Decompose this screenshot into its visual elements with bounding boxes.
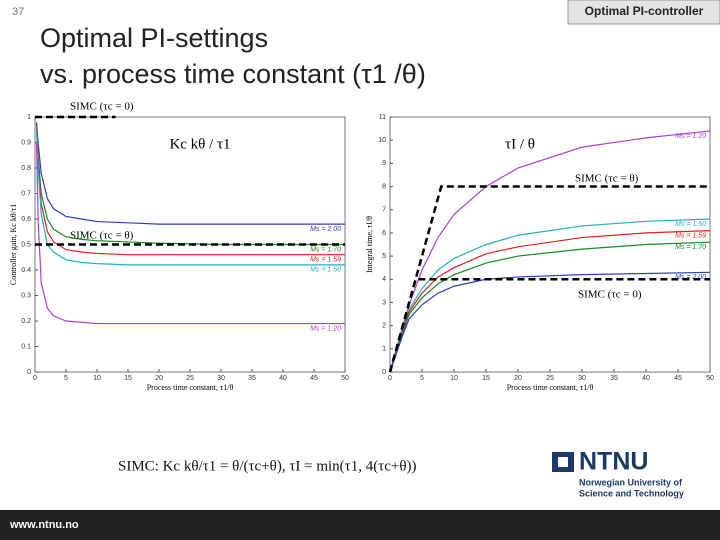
x-tick-label: 40: [279, 375, 287, 382]
x-tick-label: 10: [93, 375, 101, 382]
annotation: τI / θ: [505, 136, 535, 152]
x-tick-label: 35: [248, 375, 256, 382]
y-tick-label: 0.8: [21, 165, 31, 172]
y-tick-label: 7: [382, 207, 386, 214]
line-label: SIMC (τc = 0): [578, 289, 642, 301]
y-tick-label: 2: [382, 322, 386, 329]
slide-number: 37: [12, 6, 24, 18]
series-line: [35, 122, 345, 225]
series-line: [388, 278, 710, 373]
y-tick-label: 11: [379, 114, 386, 121]
series-line: [389, 271, 711, 373]
x-tick-label: 40: [642, 375, 650, 382]
x-tick-label: 45: [674, 375, 682, 382]
line-label: SIMC (τc = 0): [70, 101, 134, 113]
line-label: Ms = 1.50: [675, 221, 706, 228]
x-tick-label: 5: [420, 375, 424, 382]
y-tick-label: 0: [382, 369, 386, 376]
line-label: Ms = 2.00: [675, 274, 706, 281]
series-line: [35, 127, 345, 256]
x-tick-label: 15: [482, 375, 490, 382]
y-tick-label: 0.2: [21, 318, 31, 325]
y-tick-label: 4: [382, 276, 386, 283]
x-tick-label: 25: [546, 375, 554, 382]
x-tick-label: 5: [64, 375, 68, 382]
line-label: Ms = 1.70: [675, 244, 706, 251]
y-tick-label: 0.5: [21, 241, 31, 248]
y-tick-label: 0.6: [21, 216, 31, 223]
title-line: Optimal PI-settings: [40, 23, 268, 53]
header-box: [567, 0, 720, 25]
y-tick-label: 6: [382, 230, 386, 237]
series-line: [389, 229, 711, 373]
x-tick-label: 50: [341, 375, 349, 382]
logo-subtitle: Science and Technology: [579, 488, 684, 498]
y-tick-label: 5: [382, 253, 386, 260]
x-axis-label: Process time constant, τ1/θ: [507, 383, 594, 392]
logo: NTNU: [579, 448, 648, 476]
formula: SIMC: Kc kθ/τ1 = θ/(τc+θ), τI = min(τ1, …: [118, 458, 417, 474]
y-tick-label: 1: [382, 346, 386, 353]
x-tick-label: 20: [514, 375, 522, 382]
y-tick-label: 0.1: [21, 343, 31, 350]
footer-bar: [0, 510, 720, 540]
line-label: Ms = 1.59: [310, 257, 341, 264]
series-line: [388, 185, 710, 373]
y-tick-label: 0: [27, 369, 31, 376]
series-line: [389, 241, 711, 373]
x-tick-label: 0: [388, 375, 392, 382]
y-tick-label: 0.9: [21, 139, 31, 146]
line-label: Ms = 1.20: [675, 133, 706, 140]
annotation: Kc kθ / τ1: [169, 136, 230, 152]
header: Optimal PI-controller: [585, 4, 704, 18]
series-line: [35, 129, 345, 266]
x-tick-label: 20: [155, 375, 163, 382]
y-tick-label: 9: [382, 160, 386, 167]
y-axis-label: Controller gain, Kc kθ/τ1: [9, 204, 18, 285]
x-tick-label: 35: [610, 375, 618, 382]
y-tick-label: 8: [382, 183, 386, 190]
y-tick-label: 10: [378, 137, 386, 144]
x-tick-label: 30: [578, 375, 586, 382]
series-line: [35, 124, 345, 246]
x-axis-label: Process time constant, τ1/θ: [147, 383, 234, 392]
x-tick-label: 15: [124, 375, 132, 382]
y-tick-label: 0.4: [21, 267, 31, 274]
x-tick-label: 25: [186, 375, 194, 382]
y-tick-label: 3: [382, 299, 386, 306]
line-label: Ms = 1.20: [310, 325, 341, 332]
series-line: [389, 130, 711, 373]
line-label: Ms = 1.50: [310, 267, 341, 274]
line-label: Ms = 1.59: [675, 232, 706, 239]
logo-mark-inner: [558, 457, 568, 467]
y-tick-label: 0.7: [21, 190, 31, 197]
x-tick-label: 0: [33, 375, 37, 382]
footer: www.ntnu.no: [9, 519, 79, 531]
title-line: vs. process time constant (τ1 /θ): [40, 59, 426, 89]
series-line: [389, 218, 711, 373]
line-label: SIMC (τc = θ): [575, 173, 639, 185]
y-tick-label: 1: [27, 114, 31, 121]
line-label: SIMC (τc = θ): [70, 230, 134, 242]
x-tick-label: 45: [310, 375, 318, 382]
series-line: [35, 142, 345, 325]
line-label: Ms = 2.00: [310, 226, 341, 233]
y-axis-label: Integral time, τI/θ: [365, 216, 374, 273]
logo-subtitle: Norwegian University of: [579, 477, 683, 487]
x-tick-label: 30: [217, 375, 225, 382]
x-tick-label: 10: [450, 375, 458, 382]
y-tick-label: 0.3: [21, 292, 31, 299]
x-tick-label: 50: [706, 375, 714, 382]
line-label: Ms = 1.70: [310, 246, 341, 253]
